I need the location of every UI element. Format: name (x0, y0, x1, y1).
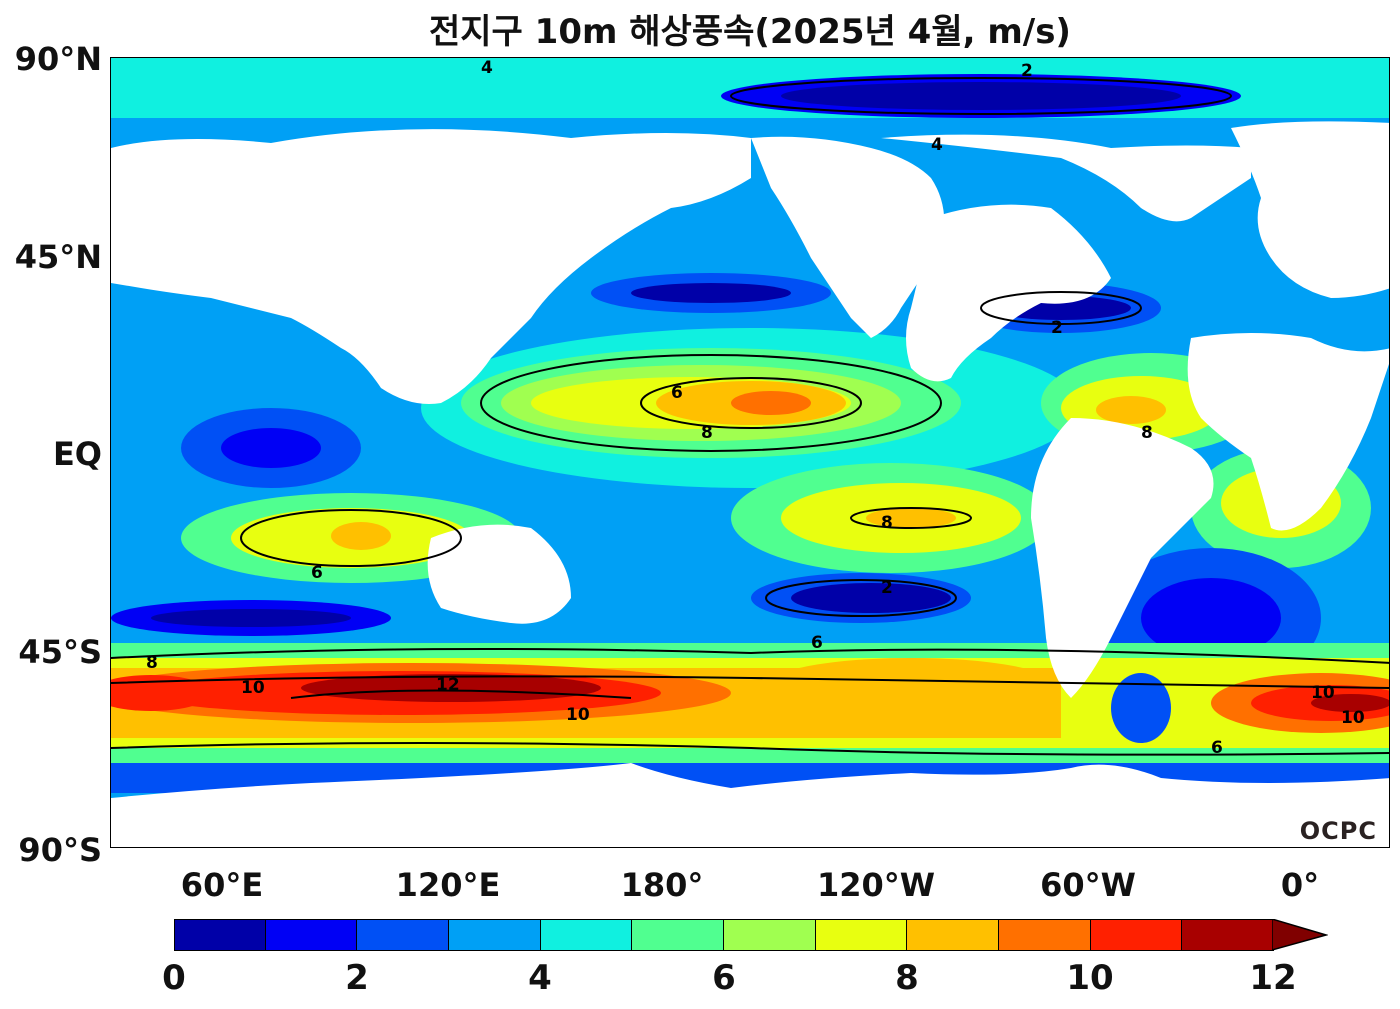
lon-label-180: 180° (620, 866, 704, 904)
colorbar-segment (1182, 919, 1275, 951)
colorbar-segment (724, 919, 816, 951)
contour-label-10b: 10 (566, 705, 590, 725)
contour-label-6b: 6 (311, 563, 323, 583)
colorbar-tick-0: 0 (162, 958, 186, 998)
colorbar-segment (357, 919, 450, 951)
contour-label-8d: 8 (146, 653, 158, 673)
colorbar-tick-12: 12 (1249, 958, 1297, 998)
colorbar-segment (540, 919, 633, 951)
contour-label-10c: 10 (1311, 683, 1335, 703)
colorbar-extend-arrow (1272, 919, 1328, 951)
colorbar-tick-2: 2 (345, 958, 369, 998)
contour-label-6: 6 (671, 383, 683, 403)
contour-label-10d: 10 (1341, 708, 1365, 728)
lon-label-120w: 120°W (816, 866, 936, 904)
colorbar-tick-10: 10 (1066, 958, 1114, 998)
colorbar-segment (815, 919, 908, 951)
lon-label-0: 0° (1280, 866, 1320, 904)
contour-label-8: 8 (701, 423, 713, 443)
colorbar-segment (449, 919, 541, 951)
colorbar-tick-4: 4 (528, 958, 552, 998)
lat-label-45n: 45°N (14, 238, 102, 276)
contour-label-8c: 8 (881, 513, 893, 533)
lat-label-90s: 90°S (18, 831, 102, 869)
ocpc-logo: OCPC (1299, 817, 1377, 845)
colorbar-tick-8: 8 (895, 958, 919, 998)
lat-label-45s: 45°S (18, 633, 102, 671)
contour-label-2: 2 (1021, 61, 1033, 81)
contour-label-4: 4 (481, 58, 493, 78)
colorbar-segment (999, 919, 1091, 951)
contour-label-4b: 4 (931, 135, 943, 155)
colorbar-segment (174, 919, 266, 951)
lon-label-120e: 120°E (395, 866, 501, 904)
contour-label-8b: 8 (1141, 423, 1153, 443)
lon-label-60e: 60°E (180, 866, 264, 904)
colorbar-segment (265, 919, 358, 951)
contour-label-12: 12 (436, 675, 460, 695)
contour-label-6c: 6 (811, 633, 823, 653)
contour-label-2c: 2 (1051, 318, 1063, 338)
contour-label-10: 10 (241, 678, 265, 698)
colorbar-segment (632, 919, 725, 951)
colorbar-segment (1090, 919, 1183, 951)
lon-label-60w: 60°W (1040, 866, 1136, 904)
map-title: 전지구 10m 해상풍속(2025년 4월, m/s) (429, 12, 1071, 52)
colorbar (174, 919, 1275, 951)
colorbar-tick-6: 6 (712, 958, 736, 998)
lat-label-eq: EQ (52, 435, 102, 473)
contour-label-6d: 6 (1211, 738, 1223, 758)
colorbar-segment (907, 919, 1000, 951)
contour-label-2b: 2 (881, 578, 893, 598)
wind-speed-map: 2 4 4 6 8 8 8 6 2 2 10 12 10 10 10 8 6 6… (110, 57, 1390, 848)
lat-label-90n: 90°N (14, 40, 102, 78)
